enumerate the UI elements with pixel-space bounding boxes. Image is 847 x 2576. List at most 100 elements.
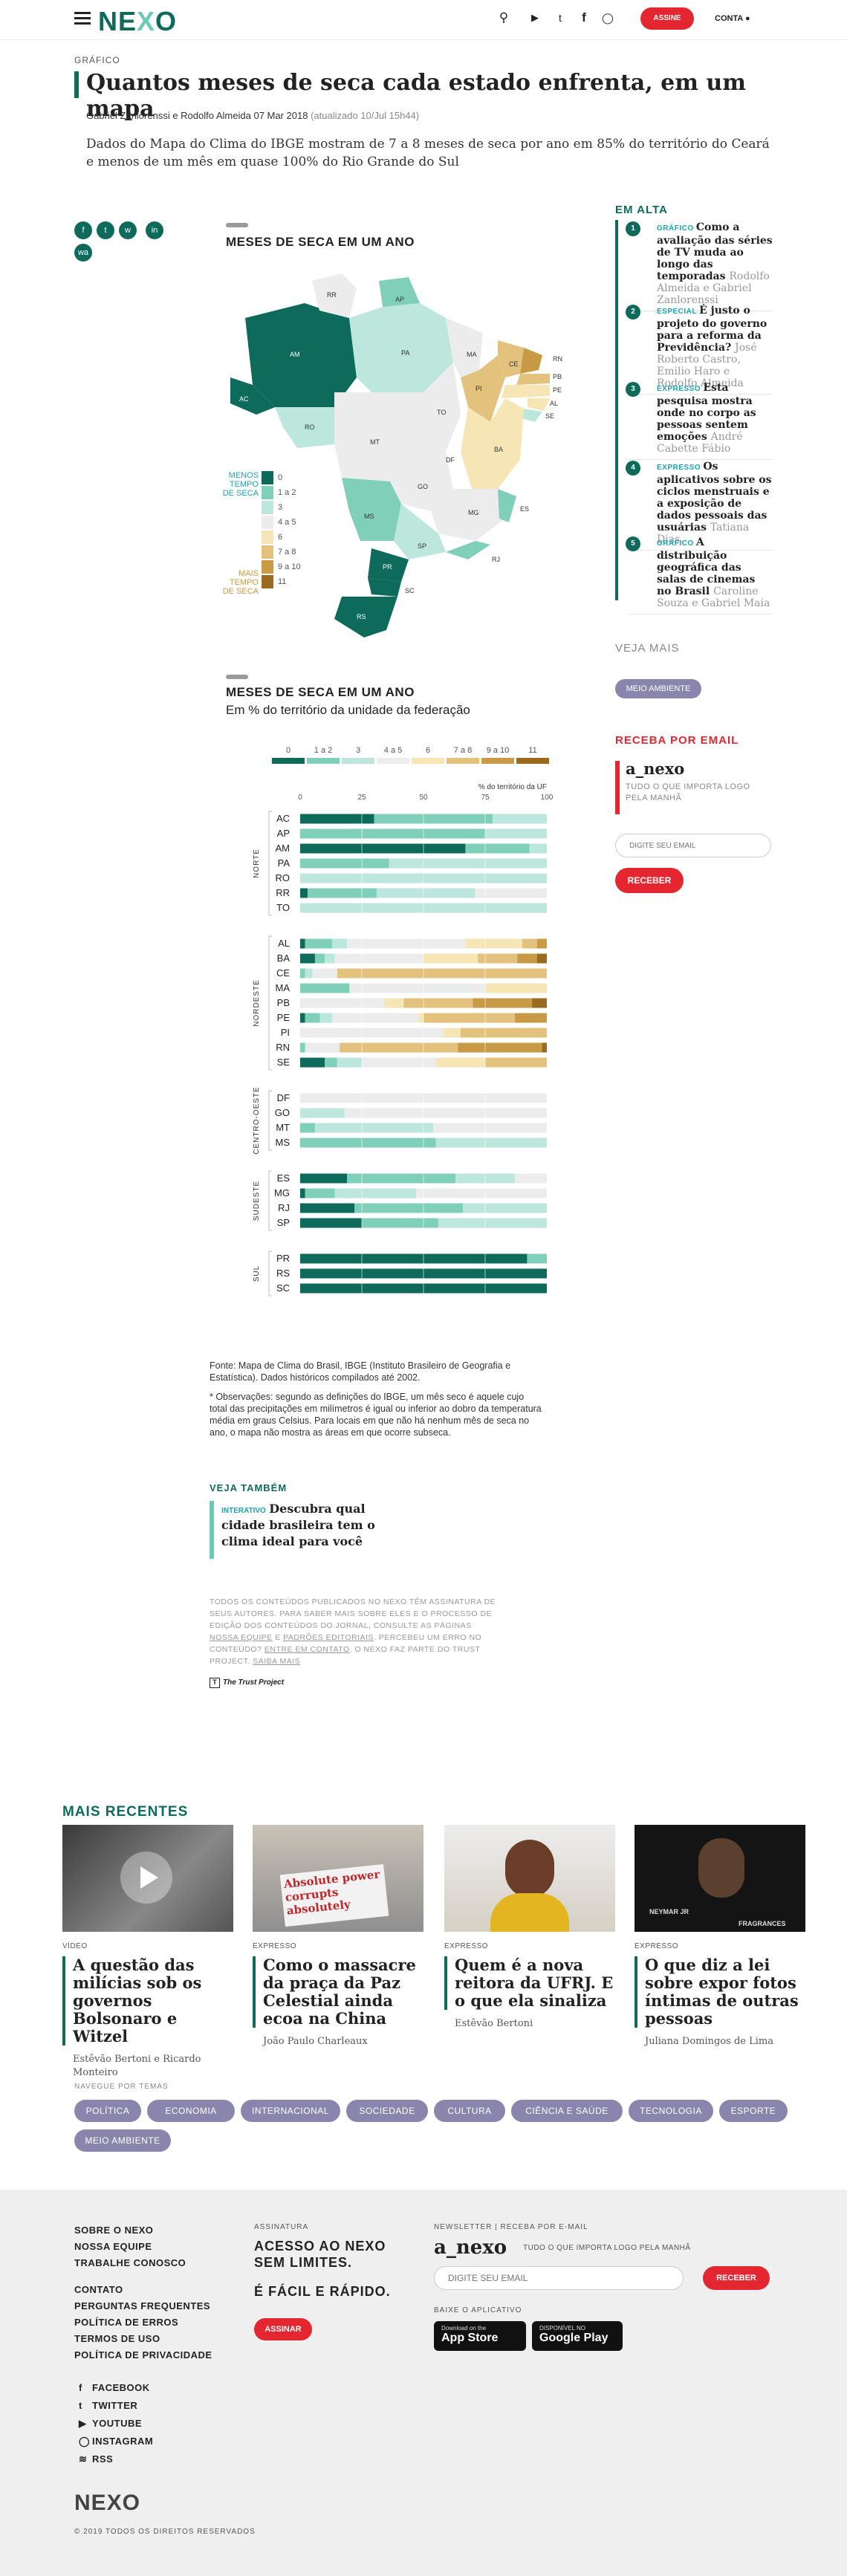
footer-link-2-3[interactable]: TERMOS DE USO	[74, 2333, 160, 2344]
bar-rr-1	[307, 888, 377, 898]
tick-label-2: 50	[419, 794, 428, 802]
credits-link-saiba[interactable]: SAIBA MAIS	[253, 1657, 301, 1666]
search-icon[interactable]: ⚲	[499, 10, 509, 25]
recent-image-4[interactable]: NEYMAR JR FRAGRANCES	[635, 1825, 805, 1932]
recent-title[interactable]: O que diz a lei sobre expor fotos íntima…	[635, 1956, 805, 2028]
veja-title[interactable]: Descubra qual cidade brasileira tem o cl…	[221, 1502, 375, 1548]
share-whatsapp-2-icon[interactable]: wa	[74, 244, 92, 262]
bar-se-1	[325, 1057, 337, 1068]
app-store-badge[interactable]: Download on the App Store	[434, 2321, 526, 2351]
facebook-icon[interactable]: f	[582, 10, 586, 25]
site-logo[interactable]: NEXO	[98, 6, 178, 36]
social-label: FACEBOOK	[92, 2382, 150, 2393]
footer-social-4[interactable]: ≋ RSS	[79, 2453, 113, 2465]
footer-social-2[interactable]: ▶ YOUTUBE	[79, 2418, 142, 2430]
recent-image-1[interactable]	[62, 1825, 233, 1932]
em-alta-title[interactable]: Como a avaliação das séries de TV muda a…	[657, 221, 773, 282]
bar-es-3	[514, 1173, 547, 1184]
legend-label-3: 4 a 5	[278, 518, 296, 527]
google-play-badge[interactable]: DISPONÍVEL NO Google Play	[532, 2321, 623, 2351]
footer-link-2-0[interactable]: CONTATO	[74, 2284, 123, 2295]
tema-4[interactable]: CULTURA	[434, 2100, 505, 2122]
label-pa: PA	[401, 349, 409, 357]
veja-mais-tag[interactable]: MEIO AMBIENTE	[615, 679, 701, 698]
share-twitter-icon[interactable]: t	[97, 221, 114, 239]
em-alta-title[interactable]: A distribuição geográfica das salas de c…	[657, 536, 756, 597]
state-rj	[446, 541, 490, 559]
share-linkedin-icon[interactable]: in	[146, 221, 163, 239]
recent-card-3[interactable]: EXPRESSO Quem é a nova reitora da UFRJ. …	[444, 1825, 615, 2031]
footer-link-0[interactable]: SOBRE O NEXO	[74, 2225, 154, 2236]
em-alta-title[interactable]: Esta pesquisa mostra onde no corpo as pe…	[657, 382, 756, 443]
bar-pe-3	[332, 1013, 419, 1023]
em-alta-category: EXPRESSO	[657, 385, 704, 393]
footer-assinar-button[interactable]: ASSINAR	[254, 2318, 312, 2340]
recent-title[interactable]: A questão das milícias sob os governos B…	[62, 1956, 233, 2045]
footer-link-1[interactable]: NOSSA EQUIPE	[74, 2241, 152, 2252]
footer-link-2-4[interactable]: POLÍTICA DE PRIVACIDADE	[74, 2349, 212, 2361]
recent-image-2[interactable]: Absolute power corrupts absolutely	[253, 1825, 424, 1932]
em-alta-text[interactable]: GRÁFICO Como a avaliação das séries de T…	[657, 221, 773, 306]
bar-pb-3	[300, 998, 384, 1008]
footer-social-1[interactable]: t TWITTER	[79, 2400, 137, 2411]
bar-ba-7	[536, 953, 547, 964]
credits-link-equipe[interactable]: NOSSA EQUIPE	[210, 1633, 273, 1642]
em-alta-item-3[interactable]: 3 EXPRESSO Esta pesquisa mostra onde no c…	[626, 382, 773, 460]
share-facebook-icon[interactable]: f	[74, 221, 92, 239]
youtube-icon[interactable]: ▶	[531, 12, 539, 23]
updated-date: (atualizado 10/Jul 15h44)	[311, 110, 420, 121]
em-alta-text[interactable]: ESPECIAL É justo o projeto do governo pa…	[657, 305, 773, 389]
em-alta-item-4[interactable]: 4 EXPRESSO Os aplicativos sobre os ciclos…	[626, 461, 773, 551]
legend-swatch-3	[262, 516, 273, 529]
em-alta-title[interactable]: É justo o projeto do governo para a refo…	[657, 305, 768, 354]
tema-2[interactable]: INTERNACIONAL	[241, 2100, 340, 2122]
recent-title[interactable]: Quem é a nova reitora da UFRJ. E o que e…	[444, 1956, 615, 2010]
backdrop-text-2: FRAGRANCES	[739, 1920, 786, 1927]
uf-label-df: DF	[277, 1092, 290, 1103]
sidebar-receber-button[interactable]: RECEBER	[615, 868, 684, 893]
tema-1[interactable]: ECONOMIA	[147, 2100, 235, 2122]
recent-title[interactable]: Como o massacre da praça da Paz Celestia…	[253, 1956, 424, 2028]
footer-link-2[interactable]: TRABALHE CONOSCO	[74, 2257, 186, 2268]
state-mt	[334, 392, 416, 481]
conta-link[interactable]: CONTA ●	[715, 14, 750, 23]
instagram-icon[interactable]: ◯	[602, 12, 614, 24]
credits-link-contato[interactable]: ENTRE EM CONTATO	[264, 1645, 350, 1654]
sidebar-email-input[interactable]	[615, 834, 771, 857]
em-alta-item-2[interactable]: 2 ESPECIAL É justo o projeto do governo p…	[626, 305, 773, 395]
em-alta-text[interactable]: EXPRESSO Os aplicativos sobre os ciclos …	[657, 461, 773, 545]
footer-link-2-1[interactable]: PERGUNTAS FREQUENTES	[74, 2300, 211, 2311]
bar-ce-1	[300, 968, 305, 979]
footer-social-3[interactable]: ◯ INSTAGRAM	[79, 2436, 153, 2447]
recent-card-1[interactable]: VÍDEO A questão das milícias sob os gove…	[62, 1825, 233, 2080]
em-alta-item-5[interactable]: 5 GRÁFICO A distribuição geográfica das s…	[626, 536, 773, 614]
share-whatsapp-icon[interactable]: w	[119, 221, 137, 239]
twitter-icon[interactable]: t	[559, 12, 562, 24]
trust-project-logo[interactable]: T The Trust Project	[210, 1678, 284, 1688]
tema-6[interactable]: TECNOLOGIA	[629, 2100, 713, 2122]
recent-card-2[interactable]: Absolute power corrupts absolutely EXPRE…	[253, 1825, 424, 2048]
em-alta-item-1[interactable]: 1 GRÁFICO Como a avaliação das séries de …	[626, 221, 773, 311]
assine-button[interactable]: ASSINE	[640, 7, 694, 30]
tema-5[interactable]: CIÊNCIA E SAÚDE	[511, 2100, 623, 2122]
footer-logo[interactable]: NEXO	[74, 2491, 141, 2515]
bar-rj-0	[300, 1203, 355, 1213]
uf-label-ap: AP	[277, 828, 290, 839]
menu-icon[interactable]	[74, 12, 91, 25]
tema-3[interactable]: SOCIEDADE	[346, 2100, 428, 2122]
tema-8[interactable]: MEIO AMBIENTE	[74, 2129, 171, 2152]
recent-image-3[interactable]	[444, 1825, 615, 1932]
em-alta-text[interactable]: EXPRESSO Esta pesquisa mostra onde no co…	[657, 382, 773, 455]
credits-link-padroes[interactable]: PADRÕES EDITORIAIS	[283, 1633, 374, 1642]
tema-0[interactable]: POLÍTICA	[74, 2100, 141, 2122]
em-alta-text[interactable]: GRÁFICO A distribuição geográfica das sa…	[657, 536, 773, 609]
uf-label-sc: SC	[276, 1282, 290, 1294]
footer-receber-button[interactable]: RECEBER	[703, 2266, 770, 2290]
recent-card-4[interactable]: NEYMAR JR FRAGRANCES EXPRESSO O que diz …	[635, 1825, 805, 2048]
veja-tambem-card[interactable]: INTERATIVO Descubra qual cidade brasilei…	[210, 1501, 388, 1559]
footer-link-2-2[interactable]: POLÍTICA DE ERROS	[74, 2317, 179, 2328]
footer-email-input[interactable]	[434, 2266, 684, 2290]
footer-social-0[interactable]: f FACEBOOK	[79, 2382, 150, 2393]
em-alta-title[interactable]: Os aplicativos sobre os ciclos menstruai…	[657, 461, 772, 533]
tema-7[interactable]: ESPORTE	[719, 2100, 788, 2122]
